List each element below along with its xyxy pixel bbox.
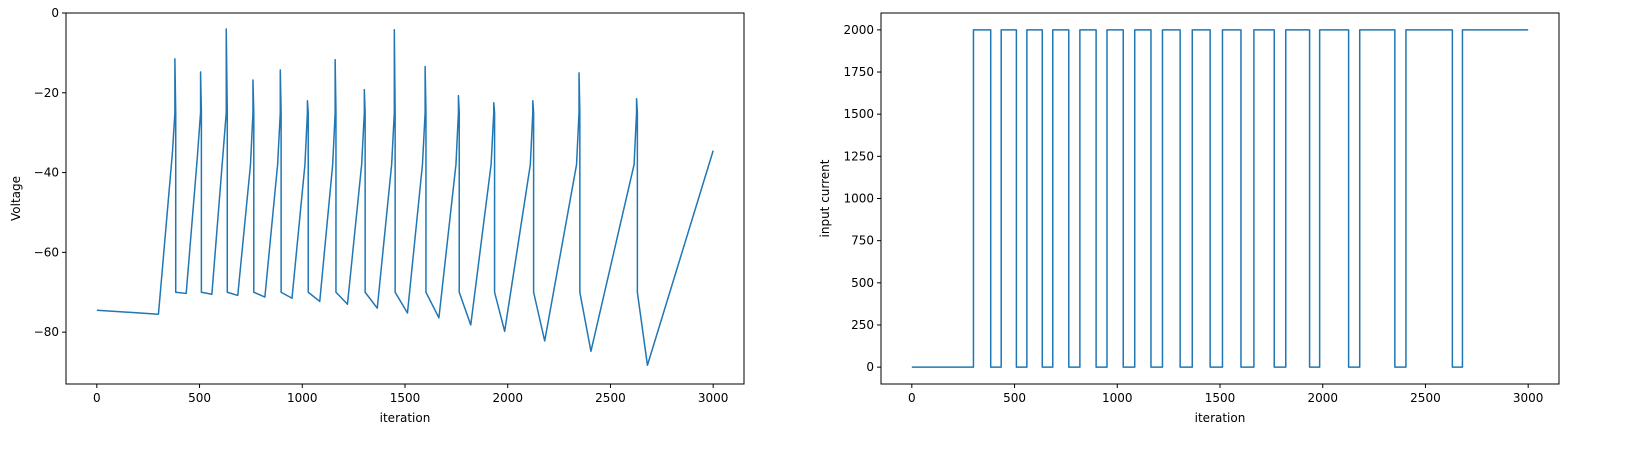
voltage-y-tick-label: −80 [34,325,59,339]
voltage-ticks: 0 500 1000 1500 2000 2500 3000 0 −20 −40 −60 −80 [34,6,729,405]
voltage-y-axis-label: Voltage [9,176,23,221]
voltage-x-tick-label: 2000 [492,391,523,405]
current-axes-frame [880,12,1560,385]
voltage-y-tick-label: −40 [34,166,59,180]
current-x-tick-label: 2500 [1410,391,1441,405]
voltage-x-tick-label: 500 [188,391,211,405]
voltage-series-line [96,28,714,366]
voltage-y-tick-label: 0 [51,6,59,20]
voltage-y-tick-label: −60 [34,245,59,259]
voltage-x-axis-label: iteration [380,411,431,425]
current-x-tick-label: 1500 [1205,391,1236,405]
voltage-x-tick-label: 3000 [698,391,729,405]
current-y-tick-label: 250 [851,318,874,332]
current-y-tick-label: 750 [851,234,874,248]
voltage-x-tick-label: 1500 [390,391,421,405]
current-y-tick-label: 500 [851,276,874,290]
voltage-y-tick-label: −20 [34,86,59,100]
current-y-tick-label: 0 [866,360,874,374]
voltage-x-tick-label: 1000 [287,391,318,405]
voltage-plot-area [66,13,744,384]
input-current-chart: 0 500 1000 1500 2000 2500 3000 0 250 500 750 1000 12… [818,12,1560,425]
current-y-tick-label: 2000 [843,23,874,37]
current-y-tick-label: 1250 [843,149,874,163]
current-series [911,29,1529,368]
current-x-axis-label: iteration [1195,411,1246,425]
current-y-axis-label: input current [818,159,832,237]
voltage-x-tick-label: 2500 [595,391,626,405]
current-x-tick-label: 500 [1003,391,1026,405]
current-x-tick-label: 0 [908,391,916,405]
current-y-tick-label: 1750 [843,65,874,79]
voltage-series [96,28,714,366]
voltage-x-tick-label: 0 [93,391,101,405]
current-x-tick-label: 3000 [1513,391,1544,405]
current-y-tick-label: 1000 [843,192,874,206]
current-y-tick-label: 1500 [843,107,874,121]
voltage-axes-frame [65,12,745,385]
current-plot-area [881,13,1559,384]
current-ticks: 0 500 1000 1500 2000 2500 3000 0 250 500 750 1000 12… [843,23,1543,405]
current-series-line [911,29,1529,368]
current-x-tick-label: 1000 [1102,391,1133,405]
voltage-chart: 0 500 1000 1500 2000 2500 3000 0 −20 −40 −60 −80 it… [9,6,745,425]
current-x-tick-label: 2000 [1307,391,1338,405]
